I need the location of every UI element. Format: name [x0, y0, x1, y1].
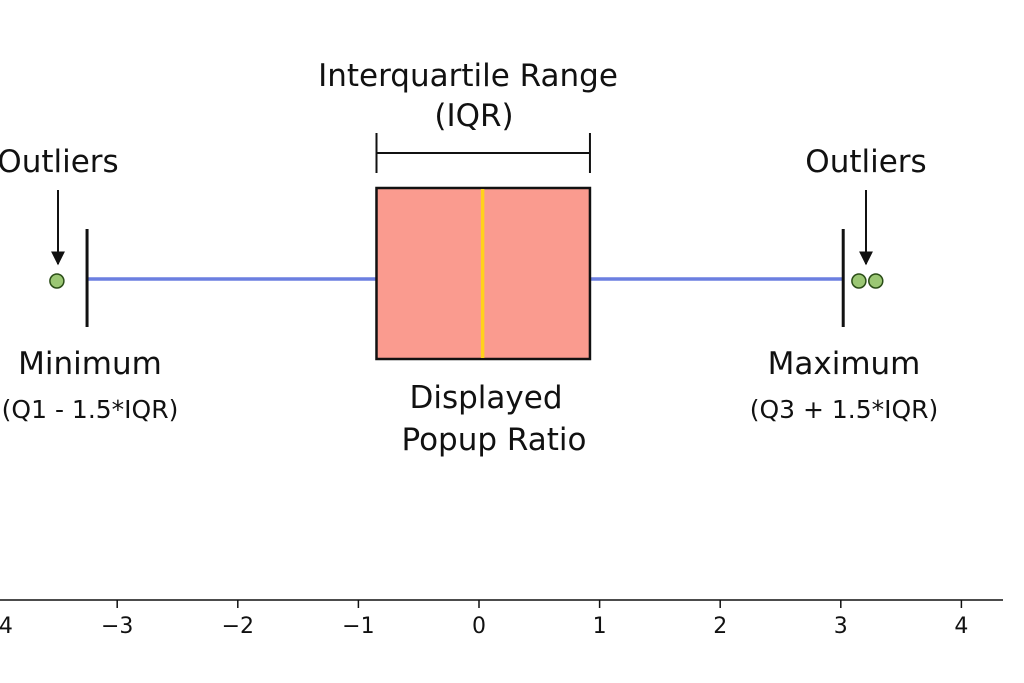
outliers-left-label: Outliers [0, 144, 119, 180]
minimum-label: Minimum [18, 346, 162, 382]
outliers-right-label: Outliers [805, 144, 926, 180]
x-tick-label: −2 [222, 614, 254, 639]
box-label-line2: Popup Ratio [401, 422, 586, 458]
minimum-formula-label: (Q1 - 1.5*IQR) [2, 395, 179, 424]
iqr-label: Interquartile Range [318, 58, 618, 94]
x-tick-label: −4 [0, 614, 13, 639]
x-tick-label: −3 [101, 614, 133, 639]
outlier-point [49, 273, 65, 289]
outlier-points [49, 273, 884, 289]
x-tick-label: 4 [954, 614, 968, 639]
x-tick-label: −1 [342, 614, 374, 639]
maximum-label: Maximum [768, 346, 921, 382]
x-tick-label: 2 [713, 614, 727, 639]
x-axis-ticks: −4 −3 −2 −1 0 1 2 3 4 [0, 600, 968, 639]
outlier-point [851, 273, 867, 289]
outlier-point [868, 273, 884, 289]
maximum-formula-label: (Q3 + 1.5*IQR) [750, 395, 939, 424]
iqr-bracket [375, 133, 591, 173]
x-tick-label: 0 [472, 614, 486, 639]
iqr-abbrev-label: (IQR) [434, 98, 513, 134]
x-tick-label: 1 [593, 614, 607, 639]
x-tick-label: 3 [834, 614, 848, 639]
box-label: Displayed [409, 380, 562, 416]
